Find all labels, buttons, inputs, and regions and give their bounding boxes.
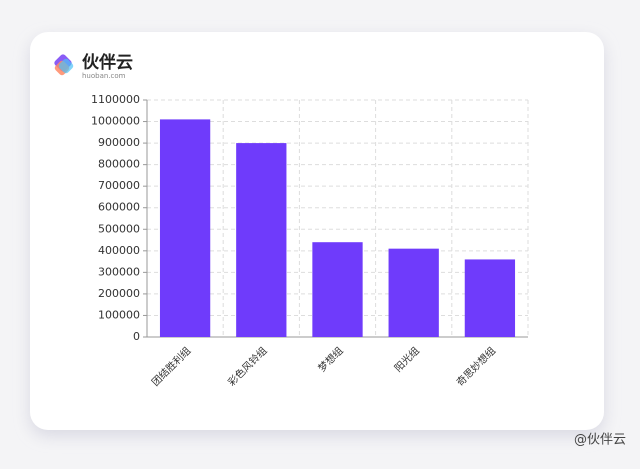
logo-domain: huoban.com: [82, 72, 126, 80]
bar: [388, 248, 439, 337]
bar: [236, 143, 287, 337]
y-tick-label: 1100000: [91, 93, 140, 106]
bar: [464, 259, 516, 337]
y-tick-label: 600000: [98, 201, 140, 214]
y-tick-label: 1000000: [91, 115, 140, 128]
y-tick-label: 400000: [98, 244, 140, 257]
y-tick-label: 800000: [98, 158, 140, 171]
y-tick-label: 300000: [98, 265, 140, 278]
logo-name: 伙伴云: [82, 52, 133, 73]
y-tick-label: 900000: [98, 136, 140, 149]
bar: [159, 119, 211, 338]
y-tick-label: 500000: [98, 222, 140, 235]
plot: 0 100000 200000 300000 400000 500000 600000 700…: [91, 93, 529, 389]
y-tick-label: 700000: [98, 179, 140, 192]
y-tick-label: 0: [133, 330, 140, 343]
y-tick-label: 200000: [98, 287, 140, 300]
y-tick-label: 100000: [98, 308, 140, 321]
bar: [312, 242, 363, 337]
watermark: @伙伴云: [574, 433, 626, 448]
logo-icon: [54, 54, 74, 76]
